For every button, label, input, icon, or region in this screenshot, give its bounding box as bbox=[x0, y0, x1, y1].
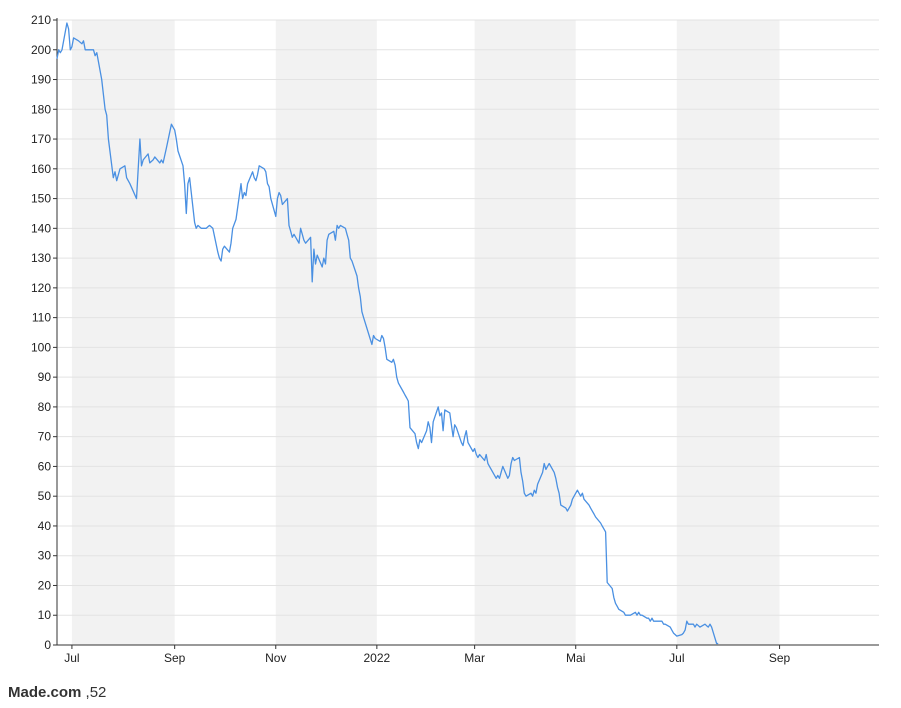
x-axis-ticks: Jul Sep Nov 2022 Mar Mai Jul Sep bbox=[64, 645, 791, 665]
y-tick-label-70: 70 bbox=[38, 430, 52, 444]
shaded-band-2 bbox=[474, 20, 576, 645]
y-tick-label-170: 170 bbox=[31, 132, 51, 146]
y-tick-label-40: 40 bbox=[38, 519, 52, 533]
y-tick-label-50: 50 bbox=[38, 489, 52, 503]
y-tick-label-180: 180 bbox=[31, 102, 51, 116]
x-tick-label-5: Mai bbox=[566, 651, 585, 665]
x-tick-label-2: Nov bbox=[265, 651, 286, 665]
y-tick-label-100: 100 bbox=[31, 340, 51, 354]
x-tick-label-3: 2022 bbox=[363, 651, 390, 665]
shaded-band-3 bbox=[676, 20, 780, 645]
line-chart: 0 10 20 30 40 50 60 70 80 90 100 110 120 130 140 150 160… bbox=[31, 13, 879, 665]
y-axis-ticks: 0 10 20 30 40 50 60 70 80 90 100 110 120 130 140 150 160… bbox=[31, 13, 57, 652]
y-tick-label-110: 110 bbox=[32, 311, 51, 325]
series-line-0 bbox=[56, 22, 719, 645]
y-tick-label-80: 80 bbox=[38, 400, 52, 414]
caption-value: ,52 bbox=[85, 684, 107, 701]
y-tick-label-10: 10 bbox=[38, 608, 52, 622]
series-layer bbox=[56, 22, 719, 645]
y-tick-label-130: 130 bbox=[31, 251, 51, 265]
x-tick-label-0: Jul bbox=[64, 651, 79, 665]
x-tick-label-4: Mar bbox=[464, 651, 485, 665]
month-shading bbox=[71, 20, 780, 645]
shaded-band-1 bbox=[275, 20, 377, 645]
x-tick-label-6: Jul bbox=[669, 651, 684, 665]
grid bbox=[57, 19, 879, 646]
chart-caption: Made.com ,52 bbox=[8, 684, 106, 701]
y-tick-label-150: 150 bbox=[31, 192, 51, 206]
y-tick-label-190: 190 bbox=[31, 73, 51, 87]
y-tick-label-30: 30 bbox=[38, 549, 52, 563]
y-tick-label-90: 90 bbox=[38, 370, 52, 384]
shaded-band-0 bbox=[71, 20, 175, 645]
y-tick-label-160: 160 bbox=[31, 162, 51, 176]
y-tick-label-210: 210 bbox=[31, 13, 51, 27]
y-tick-label-200: 200 bbox=[31, 43, 51, 57]
y-tick-label-140: 140 bbox=[31, 221, 51, 235]
y-tick-label-0: 0 bbox=[44, 638, 51, 652]
axes bbox=[56, 18, 879, 646]
x-tick-label-7: Sep bbox=[769, 651, 791, 665]
y-tick-label-60: 60 bbox=[38, 459, 52, 473]
y-tick-label-20: 20 bbox=[38, 578, 52, 592]
x-tick-label-1: Sep bbox=[164, 651, 186, 665]
y-tick-label-120: 120 bbox=[31, 281, 51, 295]
caption-name: Made.com bbox=[8, 684, 82, 701]
